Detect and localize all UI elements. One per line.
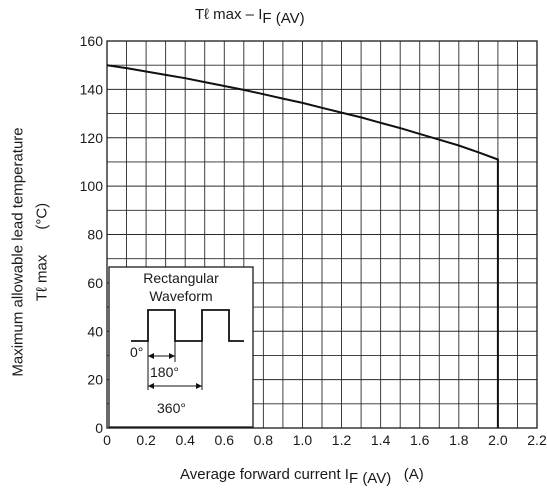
chart-title-main: Tℓ max – I — [195, 6, 263, 23]
x-tick-label: 2.2 — [527, 432, 547, 448]
y-axis-label-line1: Maximum allowable lead temperature — [9, 127, 27, 377]
x-axis-label-subscript: F (AV) — [348, 470, 392, 487]
y-tick-label: 160 — [80, 33, 104, 49]
inset-title-line2: Waveform — [149, 288, 212, 304]
inset-label-180deg: 180° — [150, 364, 179, 380]
chart-title-subscript: F (AV) — [262, 10, 305, 27]
y-axis-unit: (°C) — [33, 202, 51, 230]
x-tick-label: 2.0 — [488, 432, 508, 448]
plot-frame — [106, 40, 538, 429]
y-tick-label: 60 — [87, 275, 103, 291]
y-tick-label: 140 — [80, 81, 104, 97]
x-axis-unit: (A) — [403, 466, 424, 483]
x-axis-label-main: Average forward current I — [180, 466, 349, 483]
y-axis-label-name: Tℓ max — [33, 254, 51, 302]
waveform-line — [131, 309, 244, 342]
inset-label-360deg: 360° — [157, 400, 186, 416]
x-tick-label: 0.4 — [175, 432, 195, 448]
y-tick-label: 120 — [80, 130, 104, 146]
arrow-head — [148, 353, 154, 359]
series-line-tl-max — [106, 64, 499, 428]
grid — [107, 41, 537, 428]
x-tick-label: 0.8 — [254, 432, 274, 448]
chart-title: Tℓ max – IF (AV) — [195, 6, 435, 30]
waveform-inset: Rectangular Waveform 0° 180° 360° — [108, 266, 254, 428]
y-tick-label: 80 — [87, 227, 103, 243]
arrow-head — [196, 383, 202, 389]
arrow-head — [169, 353, 175, 359]
inset-label-0deg: 0° — [130, 344, 143, 360]
y-tick-label: 100 — [80, 178, 104, 194]
x-tick-label: 1.8 — [449, 432, 469, 448]
inset-title-line1: Rectangular — [143, 270, 219, 286]
x-axis-label: Average forward current IF (AV) (A) — [180, 466, 510, 490]
x-tick-label: 0 — [103, 432, 111, 448]
y-tick-label: 0 — [95, 420, 103, 436]
x-tick-label: 1.2 — [332, 432, 352, 448]
y-tick-label: 20 — [87, 372, 103, 388]
x-tick-label: 0.2 — [136, 432, 156, 448]
y-tick-label: 40 — [87, 323, 103, 339]
x-tick-label: 1.0 — [293, 432, 313, 448]
tick-labels: 0 0.2 0.4 0.6 0.8 1.0 1.2 1.4 1.6 1.8 2.0 2.2 0 20 40 6… — [80, 33, 547, 448]
x-tick-label: 1.6 — [410, 432, 430, 448]
inset-box — [108, 266, 254, 428]
x-tick-label: 0.6 — [215, 432, 235, 448]
x-tick-label: 1.4 — [371, 432, 391, 448]
arrow-head — [148, 383, 154, 389]
